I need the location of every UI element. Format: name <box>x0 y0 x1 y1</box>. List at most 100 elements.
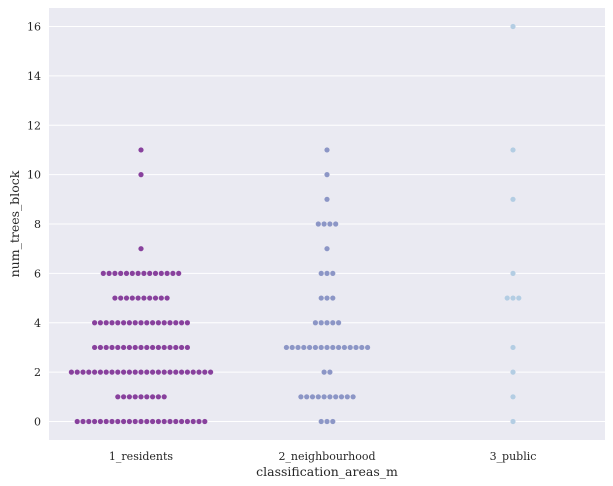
data-point <box>167 320 173 326</box>
y-tick-label-2: 2 <box>34 366 41 379</box>
data-point <box>510 344 516 351</box>
data-point <box>312 320 318 326</box>
data-point <box>132 369 138 375</box>
data-point <box>121 369 127 375</box>
data-point <box>359 344 365 351</box>
y-tick-label-4: 4 <box>34 317 41 330</box>
data-point <box>324 418 330 425</box>
data-point <box>147 295 153 301</box>
data-point <box>103 418 109 425</box>
data-point <box>103 344 109 351</box>
data-point <box>92 418 98 425</box>
data-point <box>318 320 324 326</box>
data-point <box>121 320 127 326</box>
data-point <box>504 295 510 301</box>
data-point <box>126 369 132 375</box>
data-point <box>158 295 164 301</box>
data-point <box>97 369 103 375</box>
data-point <box>121 344 127 351</box>
data-point <box>298 394 304 400</box>
data-point <box>138 394 144 400</box>
data-point <box>161 369 167 375</box>
data-point <box>115 418 121 425</box>
data-point <box>129 270 135 276</box>
data-point <box>327 369 333 375</box>
data-point <box>138 147 144 153</box>
data-point <box>324 196 330 202</box>
data-point <box>112 295 118 301</box>
data-point <box>115 344 121 351</box>
data-point <box>510 23 516 30</box>
data-point <box>179 418 185 425</box>
data-point <box>155 344 161 351</box>
data-point <box>115 369 121 375</box>
data-point <box>155 369 161 375</box>
data-point <box>202 369 208 375</box>
data-point <box>155 394 161 400</box>
data-point <box>106 270 112 276</box>
data-point <box>330 295 336 301</box>
y-axis-label: num_trees_block <box>7 170 22 277</box>
data-point <box>167 418 173 425</box>
data-point <box>173 418 179 425</box>
data-point <box>283 344 289 351</box>
data-point <box>161 344 167 351</box>
data-point <box>164 295 170 301</box>
data-point <box>167 369 173 375</box>
y-tick-label-8: 8 <box>34 218 41 231</box>
data-point <box>309 394 316 400</box>
data-point <box>347 344 353 351</box>
data-point <box>333 394 339 400</box>
data-point <box>190 369 196 375</box>
data-point <box>138 172 144 178</box>
x-tick-label-1_residents: 1_residents <box>109 450 173 463</box>
y-tick-label-6: 6 <box>34 267 41 280</box>
data-point <box>318 270 324 276</box>
data-point <box>86 418 92 425</box>
data-point <box>318 418 324 425</box>
data-point <box>301 344 307 351</box>
data-point <box>121 418 127 425</box>
data-point <box>86 369 92 375</box>
data-point <box>315 221 321 227</box>
data-point <box>138 418 144 425</box>
data-point <box>179 369 185 375</box>
data-point <box>295 344 301 351</box>
data-point <box>126 394 132 400</box>
data-point <box>170 270 176 276</box>
data-point <box>321 221 327 227</box>
data-point <box>173 369 179 375</box>
data-point <box>150 344 156 351</box>
data-point <box>103 369 109 375</box>
x-tick-labels: 1_residents 2_neighbourhood 3_public <box>109 450 537 463</box>
data-point <box>327 221 333 227</box>
data-point <box>155 418 161 425</box>
data-point <box>138 344 144 351</box>
data-point <box>150 394 156 400</box>
data-point <box>196 369 202 375</box>
data-point <box>338 394 345 400</box>
data-point <box>144 344 150 351</box>
data-point <box>109 369 115 375</box>
data-point <box>324 344 330 351</box>
data-point <box>176 270 182 276</box>
data-point <box>510 295 516 301</box>
data-point <box>103 320 109 326</box>
data-point <box>202 418 208 425</box>
data-point <box>333 221 339 227</box>
data-point <box>126 344 132 351</box>
data-point <box>289 344 295 351</box>
data-point <box>150 369 156 375</box>
data-point <box>135 270 141 276</box>
data-point <box>97 344 103 351</box>
data-point <box>330 320 336 326</box>
data-point <box>167 344 173 351</box>
data-point <box>74 369 80 375</box>
data-point <box>115 394 121 400</box>
data-point <box>179 320 185 326</box>
data-point <box>173 344 179 351</box>
data-point <box>307 344 313 351</box>
data-point <box>144 369 150 375</box>
data-point <box>324 270 330 276</box>
data-point <box>184 369 190 375</box>
